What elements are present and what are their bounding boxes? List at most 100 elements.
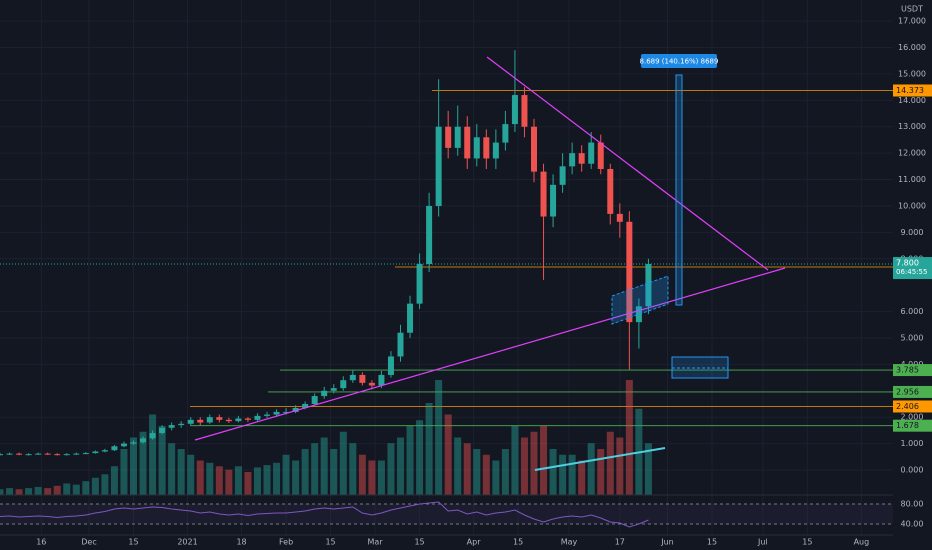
x-tick-label: Dec xyxy=(81,538,96,547)
volume-bar xyxy=(339,431,347,495)
y-tick-label: 17.000 xyxy=(898,17,926,26)
candle-body xyxy=(550,184,557,217)
volume-bar xyxy=(606,431,614,495)
candle-body xyxy=(44,453,51,455)
y-tick-label: 10.000 xyxy=(898,201,926,210)
x-tick-label: 18 xyxy=(236,538,246,547)
y-tick-label: 11.000 xyxy=(898,175,926,184)
x-tick-label: Feb xyxy=(279,538,293,547)
candle-body xyxy=(435,126,442,206)
volume-bar xyxy=(44,488,52,495)
measure-label: 8.689 (140.16%) 8689 xyxy=(640,58,719,66)
volume-bar xyxy=(482,454,490,495)
x-tick-label: 15 xyxy=(325,538,335,547)
candle-body xyxy=(149,433,156,439)
candle-body xyxy=(483,137,490,159)
volume-bar xyxy=(511,426,519,495)
candle-body xyxy=(82,453,89,455)
volume-bar xyxy=(559,454,567,495)
level-label: 14.373 xyxy=(896,86,924,95)
candle-body xyxy=(159,427,166,434)
x-tick-label: Jun xyxy=(660,538,674,547)
candle-body xyxy=(531,126,537,172)
y-tick-label: 9.000 xyxy=(901,228,924,237)
volume-bar xyxy=(244,472,252,495)
y-tick-label: 12.000 xyxy=(898,149,926,158)
x-tick-label: Jul xyxy=(757,538,768,547)
y-tick-label: 15.000 xyxy=(898,69,926,78)
volume-bar xyxy=(301,449,309,495)
currency: USDT xyxy=(901,5,923,14)
y-tick-label: 6.000 xyxy=(901,307,924,316)
volume-bar xyxy=(473,449,481,495)
candle-body xyxy=(235,418,242,422)
candle-body xyxy=(35,453,42,455)
candle-body xyxy=(445,126,452,148)
candle-body xyxy=(511,95,518,125)
volume-bar xyxy=(15,489,23,495)
volume-bar xyxy=(225,469,233,495)
candles xyxy=(0,50,652,456)
volume-bar xyxy=(215,466,223,495)
candle-body xyxy=(635,306,642,323)
volume-bar xyxy=(292,460,300,495)
candle-body xyxy=(502,124,509,143)
candle-body xyxy=(187,419,194,424)
level-tag xyxy=(893,400,932,413)
trendline xyxy=(194,267,786,441)
volume-bar xyxy=(34,486,42,495)
volume-bar xyxy=(463,443,471,495)
volume-bar xyxy=(196,460,204,495)
candle-body xyxy=(492,142,499,159)
candle-body xyxy=(416,264,423,304)
candle-body xyxy=(397,332,404,357)
volume-bar xyxy=(149,414,157,495)
x-tick-label: 2021 xyxy=(177,538,197,547)
candle-body xyxy=(569,153,576,167)
candle-body xyxy=(6,453,13,455)
volume-bar xyxy=(644,443,652,495)
volume-bar xyxy=(130,437,137,495)
volume-bar xyxy=(358,454,366,495)
candle-body xyxy=(244,418,251,420)
volume-bar xyxy=(444,414,452,495)
rsi-zone xyxy=(0,504,893,524)
candle-body xyxy=(54,454,61,456)
volume-bar xyxy=(520,437,528,495)
volume-bar xyxy=(387,443,395,495)
volume-bar xyxy=(368,460,376,495)
candle-body xyxy=(0,454,3,456)
rsi-pane xyxy=(0,494,932,536)
volume-bar xyxy=(234,466,242,495)
candle-body xyxy=(130,442,137,444)
level-label: 2.956 xyxy=(896,387,919,396)
candle-body xyxy=(540,171,547,217)
candle-body xyxy=(330,388,337,391)
candle-body xyxy=(368,382,375,386)
volume-bar xyxy=(206,462,214,495)
volume-bar xyxy=(0,489,4,495)
level-tag xyxy=(893,385,932,398)
level-tag xyxy=(893,84,932,97)
candle-body xyxy=(559,166,566,185)
candle-body xyxy=(588,142,595,164)
x-tick-label: 15 xyxy=(414,538,424,547)
volume-trendline xyxy=(534,447,666,471)
last-price-tag xyxy=(893,257,932,280)
rsi-tick-label: 40.00 xyxy=(901,520,924,529)
volume-bar xyxy=(597,449,605,495)
volume-bar xyxy=(425,403,433,495)
volume-bar xyxy=(120,449,128,495)
volume-bar xyxy=(101,474,109,495)
grid xyxy=(0,0,893,535)
candle-body xyxy=(63,454,70,456)
volume-bar xyxy=(263,465,271,495)
y-tick-label: 5.000 xyxy=(901,333,924,342)
y-tick-label: 1.000 xyxy=(901,439,924,448)
candle-body xyxy=(597,142,604,169)
candle-body xyxy=(111,446,118,451)
volume-bar xyxy=(311,443,319,495)
volume-bar xyxy=(568,454,576,495)
candle-body xyxy=(283,411,290,413)
x-tick-label: 15 xyxy=(707,538,717,547)
